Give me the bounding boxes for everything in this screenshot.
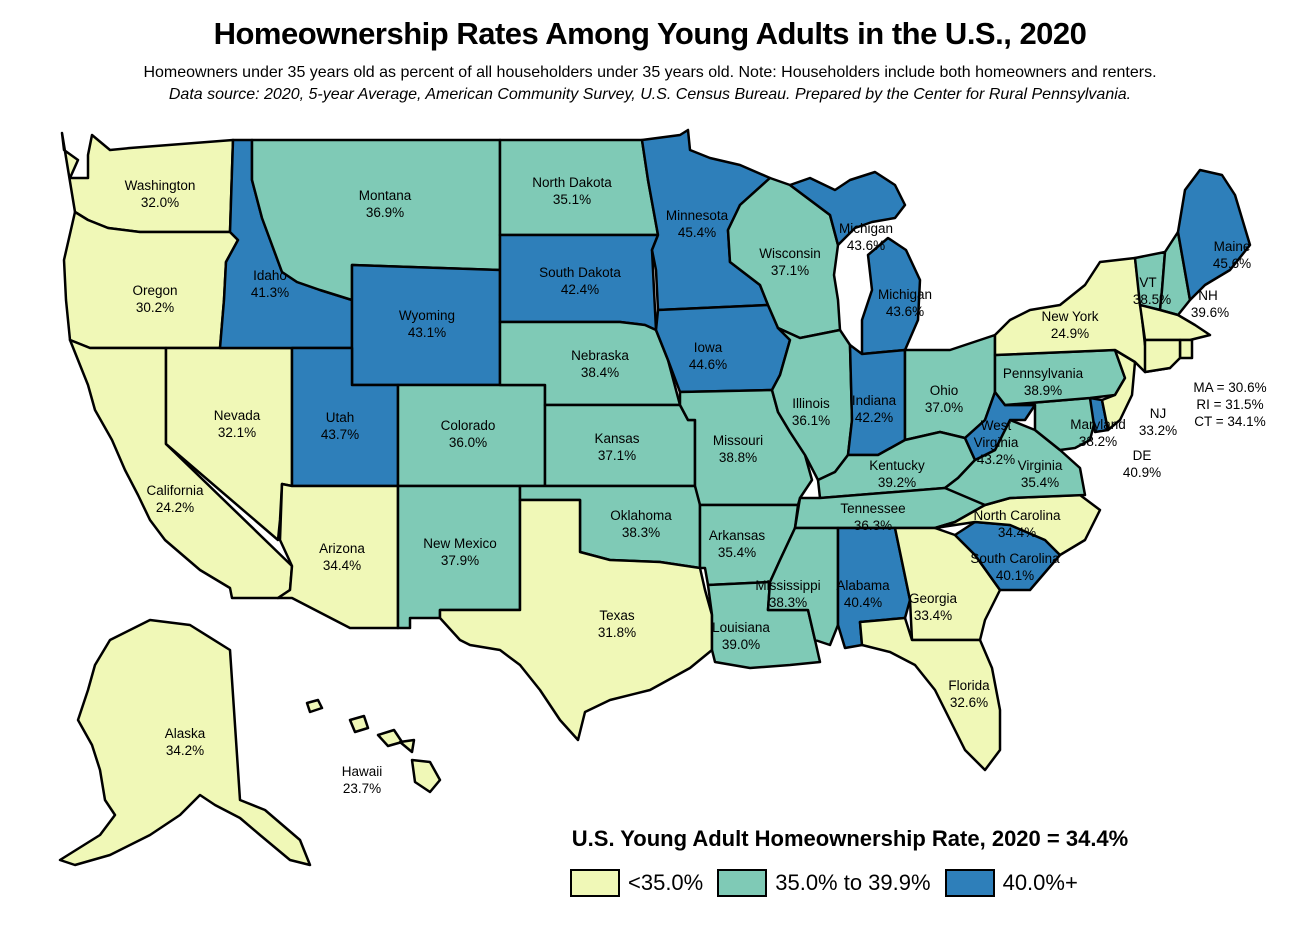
state-michigan-upper	[788, 170, 907, 247]
label-florida: Florida 32.6%	[948, 678, 990, 710]
label-texas: Texas 31.8%	[598, 608, 636, 640]
legend-swatch-mid	[717, 869, 768, 897]
legend: <35.0% 35.0% to 39.9% 40.0%+	[570, 866, 1092, 900]
state-hawaii-2	[348, 714, 370, 734]
label-alaska: Alaska 34.2%	[165, 726, 206, 758]
label-montana: Montana 36.9%	[359, 188, 412, 220]
label-illinois: Illinois 36.1%	[792, 396, 830, 428]
state-hawaii-5	[410, 758, 442, 794]
state-hawaii-3	[376, 728, 404, 748]
state-hawaii-1	[305, 698, 324, 714]
label-hawaii: Hawaii 23.7%	[342, 764, 383, 796]
state-north-carolina	[933, 493, 1102, 557]
label-idaho: Idaho 41.3%	[251, 268, 289, 300]
label-maine: Maine 45.6%	[1213, 239, 1251, 271]
label-nebraska: Nebraska 38.4%	[571, 348, 629, 380]
state-mississippi	[766, 526, 840, 647]
legend-label-high: 40.0%+	[1002, 870, 1078, 895]
label-indiana: Indiana 42.2%	[852, 393, 897, 425]
label-oregon: Oregon 30.2%	[132, 283, 177, 315]
label-utah: Utah 43.7%	[321, 410, 359, 442]
label-north-dakota: North Dakota 35.1%	[532, 175, 612, 207]
label-minnesota: Minnesota 45.4%	[666, 208, 729, 240]
state-hawaii-4	[398, 738, 416, 754]
label-new-mexico: New Mexico 37.9%	[423, 536, 497, 568]
map-subtitle: Homeowners under 35 years old as percent…	[143, 64, 1157, 81]
state-alaska	[58, 618, 312, 867]
state-michigan-lower	[860, 236, 922, 356]
state-connecticut	[1143, 338, 1182, 374]
label-wyoming: Wyoming 43.1%	[399, 308, 455, 340]
legend-swatch-high	[944, 869, 995, 897]
state-texas	[438, 498, 714, 742]
label-kansas: Kansas 37.1%	[594, 431, 639, 463]
label-mississippi: Mississippi 38.3%	[755, 578, 820, 610]
label-kentucky: Kentucky 39.2%	[869, 458, 925, 490]
label-maryland: Maryland 38.2%	[1070, 417, 1126, 449]
label-arkansas: Arkansas 35.4%	[709, 528, 766, 560]
label-alabama: Alabama 40.4%	[836, 578, 890, 610]
state-west-virginia	[963, 390, 1037, 462]
label-pennsylvania-ny: New York 24.9%	[1041, 309, 1098, 341]
data-source: Data source: 2020, 5-year Average, Ameri…	[168, 86, 1132, 103]
label-colorado: Colorado 36.0%	[441, 418, 496, 450]
label-north-carolina: North Carolina 34.4%	[973, 508, 1061, 540]
state-arizona	[276, 482, 400, 630]
state-florida	[858, 616, 1002, 772]
label-louisiana: Louisiana 39.0%	[712, 620, 770, 652]
label-michigan-lower: Michigan 43.6%	[878, 287, 932, 319]
map-title: Homeownership Rates Among Young Adults i…	[213, 16, 1087, 51]
state-georgia	[893, 526, 1002, 642]
legend-title: U.S. Young Adult Homeownership Rate, 202…	[571, 826, 1129, 851]
legend-swatch-low	[570, 869, 620, 897]
label-missouri: Missouri 38.8%	[713, 433, 763, 465]
label-delaware: DE 40.9%	[1123, 448, 1161, 480]
label-oklahoma: Oklahoma 38.3%	[610, 508, 672, 540]
label-new-jersey: NJ 33.2%	[1139, 406, 1177, 438]
state-nebraska	[498, 320, 682, 407]
label-california: California 24.2%	[146, 483, 204, 515]
label-nevada: Nevada 32.1%	[214, 408, 261, 440]
label-pennsylvania: Pennsylvania 38.9%	[1003, 366, 1084, 398]
label-michigan-upper: Michigan 43.6%	[839, 221, 893, 253]
label-arizona: Arizona 34.4%	[319, 541, 365, 573]
label-ohio: Ohio 37.0%	[925, 383, 963, 415]
label-washington: Washington 32.0%	[125, 178, 196, 210]
label-tennessee: Tennessee 36.3%	[840, 501, 905, 533]
legend-label-mid: 35.0% to 39.9%	[775, 870, 931, 895]
label-virginia: Virginia 35.4%	[1018, 458, 1063, 490]
state-new-jersey	[1100, 348, 1137, 432]
state-oregon	[62, 210, 240, 350]
label-georgia: Georgia 33.4%	[909, 591, 958, 623]
label-south-dakota: South Dakota 42.4%	[539, 265, 621, 297]
state-rhode-island	[1178, 338, 1194, 360]
legend-label-low: <35.0%	[628, 870, 704, 895]
label-south-carolina: South Carolina 40.1%	[970, 551, 1060, 583]
label-new-hampshire: NH 39.6%	[1191, 288, 1229, 320]
label-vermont: VT 38.5%	[1133, 275, 1171, 307]
label-iowa: Iowa 44.6%	[689, 340, 727, 372]
state-maine	[1176, 168, 1252, 302]
label-west-virginia: West Virginia 43.2%	[974, 418, 1019, 467]
state-iowa	[654, 303, 792, 394]
label-northeast-note: MA = 30.6% RI = 31.5% CT = 34.1%	[1193, 380, 1266, 429]
label-wisconsin: Wisconsin 37.1%	[759, 246, 821, 278]
